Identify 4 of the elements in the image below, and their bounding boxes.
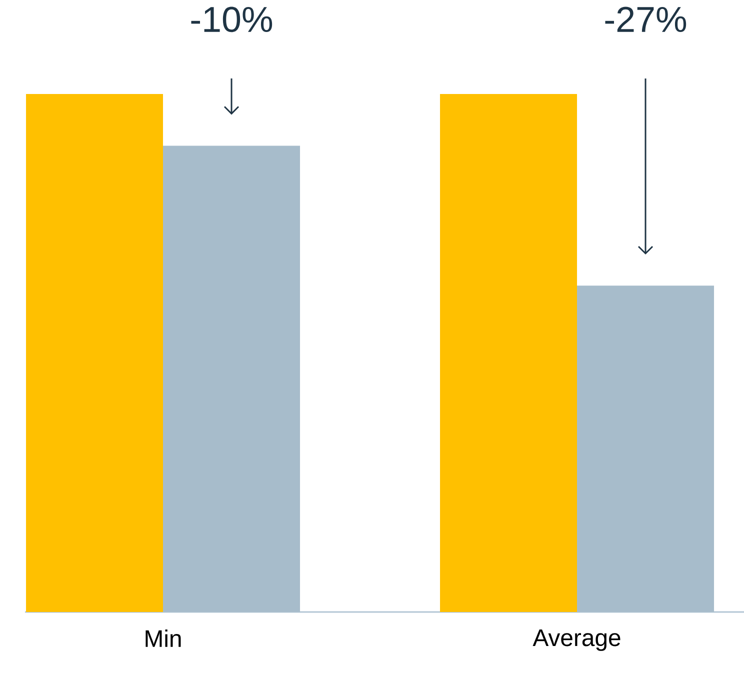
text: -27% xyxy=(605,6,686,32)
text: -10% xyxy=(191,6,272,32)
x-tick-label: Average xyxy=(532,630,620,651)
x-tick-label: Min xyxy=(146,630,181,647)
